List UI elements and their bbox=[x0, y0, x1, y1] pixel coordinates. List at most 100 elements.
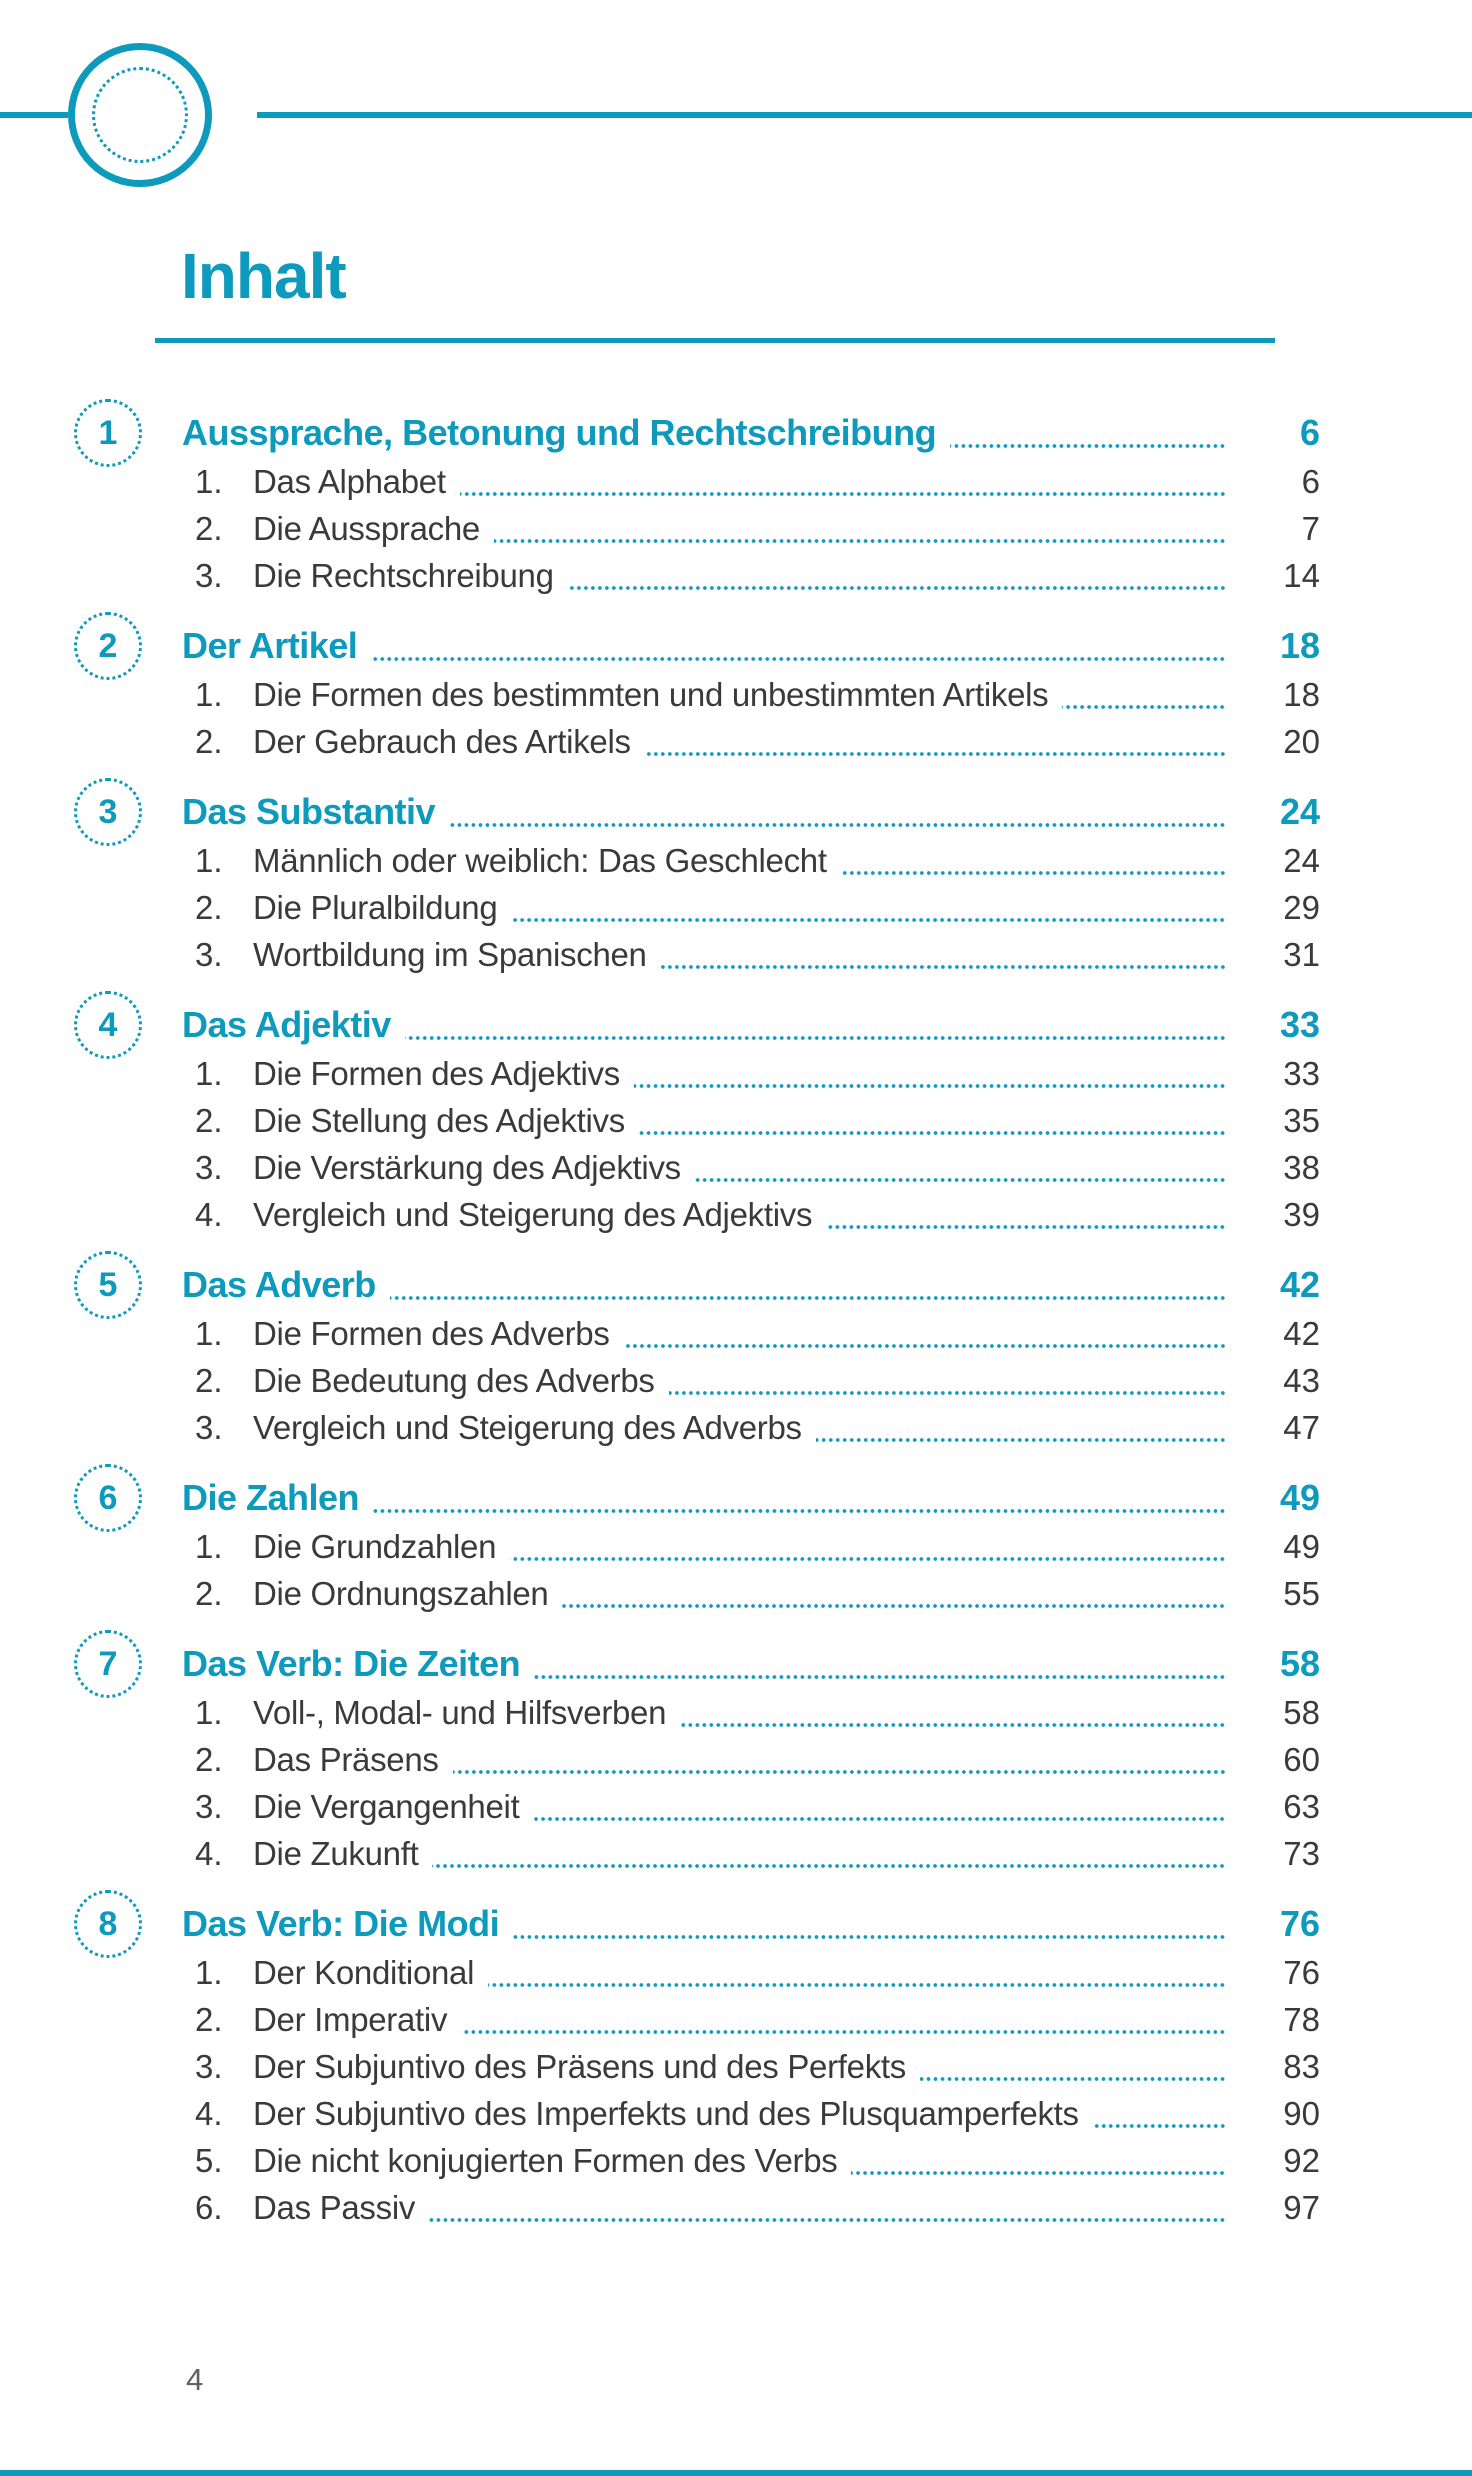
item-number: 4. bbox=[195, 2095, 223, 2132]
item-title: Das Alphabet bbox=[253, 463, 446, 500]
toc-item-row: 5. Die nicht konjugierten Formen des Verb… bbox=[0, 2137, 1320, 2184]
item-page-number: 60 bbox=[1283, 1741, 1320, 1778]
dotted-leader bbox=[459, 492, 1226, 496]
dotted-leader bbox=[511, 918, 1226, 922]
section-page-number: 58 bbox=[1279, 1643, 1320, 1684]
item-number: 2. bbox=[195, 2001, 223, 2038]
section-title: Das Substantiv bbox=[182, 791, 436, 832]
dotted-leader bbox=[510, 1557, 1226, 1561]
dotted-leader bbox=[815, 1438, 1226, 1442]
item-title: Die Bedeutung des Adverbs bbox=[253, 1362, 655, 1399]
toc-item-row: 3. Die Rechtschreibung 14 bbox=[0, 552, 1320, 599]
item-number: 6. bbox=[195, 2189, 223, 2226]
item-title: Der Imperativ bbox=[253, 2001, 448, 2038]
section-page-number: 49 bbox=[1279, 1477, 1320, 1518]
item-page-number: 43 bbox=[1283, 1362, 1320, 1399]
toc-item-row: 2. Das Präsens 60 bbox=[0, 1736, 1320, 1783]
dotted-leader bbox=[633, 1084, 1226, 1088]
toc-item-row: 4. Vergleich und Steigerung des Adjektivs… bbox=[0, 1191, 1320, 1238]
item-page-number: 29 bbox=[1283, 889, 1320, 926]
item-number: 3. bbox=[195, 557, 223, 594]
decorative-dotted-ring-icon bbox=[92, 67, 188, 163]
item-title: Die nicht konjugierten Formen des Verbs bbox=[253, 2142, 838, 2179]
toc-section: 7 Das Verb: Die Zeiten 58 1. Voll-, Modal- u… bbox=[0, 1630, 1320, 1877]
header-rule-left-segment bbox=[0, 112, 68, 118]
section-page-number: 42 bbox=[1279, 1264, 1320, 1305]
section-number-badge: 5 bbox=[74, 1251, 142, 1319]
section-title: Der Artikel bbox=[182, 625, 358, 666]
item-page-number: 6 bbox=[1301, 463, 1320, 500]
toc-item-row: 3. Die Verstärkung des Adjektivs 38 bbox=[0, 1144, 1320, 1191]
page-title: Inhalt bbox=[181, 240, 347, 312]
toc-section: 8 Das Verb: Die Modi 76 1. Der Konditional 76… bbox=[0, 1890, 1320, 2231]
item-number: 5. bbox=[195, 2142, 223, 2179]
item-page-number: 35 bbox=[1283, 1102, 1320, 1139]
item-title: Vergleich und Steigerung des Adverbs bbox=[253, 1409, 802, 1446]
dotted-leader bbox=[432, 1864, 1226, 1868]
section-number-badge: 4 bbox=[74, 991, 142, 1059]
item-page-number: 18 bbox=[1283, 676, 1320, 713]
section-page-number: 18 bbox=[1279, 625, 1320, 666]
item-page-number: 90 bbox=[1283, 2095, 1320, 2132]
item-page-number: 42 bbox=[1283, 1315, 1320, 1352]
item-title: Die Ordnungszahlen bbox=[253, 1575, 549, 1612]
toc-item-row: 1. Die Grundzahlen 49 bbox=[0, 1523, 1320, 1570]
dotted-leader bbox=[533, 1817, 1226, 1821]
dotted-leader bbox=[371, 657, 1226, 661]
item-title: Die Zukunft bbox=[253, 1835, 419, 1872]
section-title: Die Zahlen bbox=[182, 1477, 360, 1518]
item-number: 2. bbox=[195, 889, 223, 926]
item-page-number: 63 bbox=[1283, 1788, 1320, 1825]
item-title: Der Subjuntivo des Imperfekts und des Pl… bbox=[253, 2095, 1079, 2132]
dotted-leader bbox=[389, 1296, 1226, 1300]
item-title: Die Verstärkung des Adjektivs bbox=[253, 1149, 681, 1186]
item-title: Das Passiv bbox=[253, 2189, 416, 2226]
toc-item-row: 2. Die Bedeutung des Adverbs 43 bbox=[0, 1357, 1320, 1404]
toc-section-heading-row: 4 Das Adjektiv 33 bbox=[0, 991, 1320, 1059]
item-number: 1. bbox=[195, 842, 223, 879]
item-number: 2. bbox=[195, 1102, 223, 1139]
item-title: Der Subjuntivo des Präsens und des Perfe… bbox=[253, 2048, 906, 2085]
toc-item-row: 1. Der Konditional 76 bbox=[0, 1949, 1320, 1996]
item-number: 1. bbox=[195, 1055, 223, 1092]
item-page-number: 55 bbox=[1283, 1575, 1320, 1612]
dotted-leader bbox=[493, 539, 1226, 543]
item-title: Die Formen des bestimmten und unbestimmt… bbox=[253, 676, 1049, 713]
item-number: 1. bbox=[195, 1694, 223, 1731]
item-title: Voll-, Modal- und Hilfsverben bbox=[253, 1694, 667, 1731]
toc-item-row: 2. Der Imperativ 78 bbox=[0, 1996, 1320, 2043]
section-title: Das Verb: Die Modi bbox=[182, 1903, 500, 1944]
section-number-badge: 2 bbox=[74, 612, 142, 680]
toc-item-row: 4. Die Zukunft 73 bbox=[0, 1830, 1320, 1877]
dotted-leader bbox=[1092, 2124, 1226, 2128]
item-title: Männlich oder weiblich: Das Geschlecht bbox=[253, 842, 827, 879]
section-number-badge: 1 bbox=[74, 399, 142, 467]
dotted-leader bbox=[694, 1178, 1226, 1182]
dotted-leader bbox=[452, 1770, 1226, 1774]
item-page-number: 78 bbox=[1283, 2001, 1320, 2038]
item-page-number: 73 bbox=[1283, 1835, 1320, 1872]
header-rule-right-segment bbox=[257, 112, 1472, 118]
section-number-badge: 7 bbox=[74, 1630, 142, 1698]
item-title: Die Formen des Adjektivs bbox=[253, 1055, 620, 1092]
dotted-leader bbox=[373, 1509, 1226, 1513]
section-number-badge: 3 bbox=[74, 778, 142, 846]
item-number: 2. bbox=[195, 1362, 223, 1399]
table-of-contents: 1 Aussprache, Betonung und Rechtschreibun… bbox=[0, 399, 1320, 2253]
item-number: 1. bbox=[195, 463, 223, 500]
section-title: Das Adjektiv bbox=[182, 1004, 391, 1045]
dotted-leader bbox=[461, 2030, 1226, 2034]
item-page-number: 58 bbox=[1283, 1694, 1320, 1731]
item-number: 2. bbox=[195, 1741, 223, 1778]
item-number: 1. bbox=[195, 1315, 223, 1352]
section-title: Das Verb: Die Zeiten bbox=[182, 1643, 521, 1684]
toc-section-heading-row: 5 Das Adverb 42 bbox=[0, 1251, 1320, 1319]
item-page-number: 76 bbox=[1283, 1954, 1320, 1991]
dotted-leader bbox=[668, 1391, 1226, 1395]
item-title: Das Präsens bbox=[253, 1741, 439, 1778]
toc-item-row: 3. Die Vergangenheit 63 bbox=[0, 1783, 1320, 1830]
dotted-leader bbox=[660, 965, 1226, 969]
toc-section-heading-row: 3 Das Substantiv 24 bbox=[0, 778, 1320, 846]
section-title: Aussprache, Betonung und Rechtschreibung bbox=[182, 412, 937, 453]
item-page-number: 97 bbox=[1283, 2189, 1320, 2226]
